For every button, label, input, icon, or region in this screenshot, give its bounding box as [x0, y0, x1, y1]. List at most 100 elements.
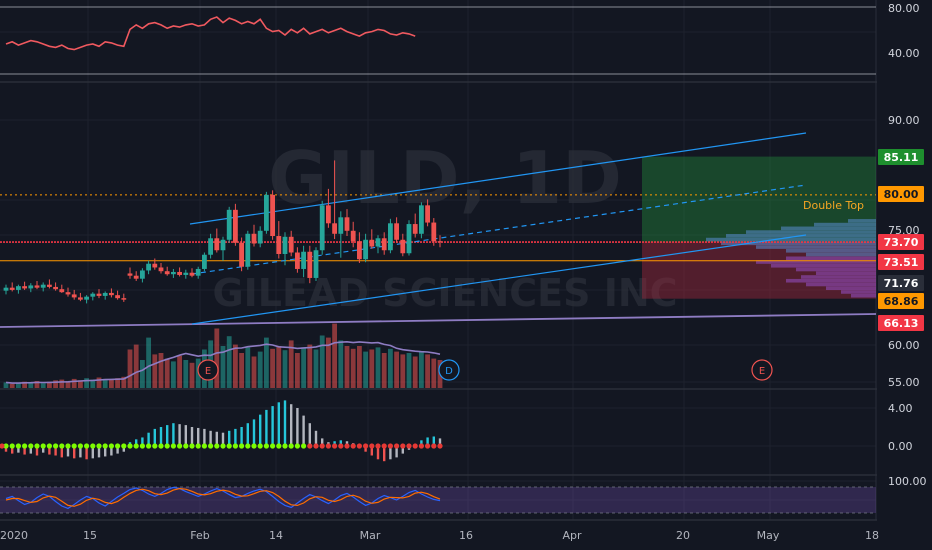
candle-body	[78, 297, 83, 299]
time-tick-label: 20	[676, 529, 690, 542]
time-axis: 2020 15 Feb 14 Mar 16 Apr 20 May 18	[0, 521, 932, 550]
candle-body	[171, 272, 176, 274]
profile-bar	[826, 286, 876, 290]
candle-body	[134, 276, 139, 279]
candle-body	[388, 223, 393, 250]
volume-bar	[146, 338, 151, 388]
squeeze-dot	[344, 443, 349, 448]
candle-body	[376, 238, 381, 246]
axis-tick-label: 60.00	[888, 339, 920, 352]
candle-body	[22, 286, 27, 288]
squeeze-dot	[400, 443, 405, 448]
squeeze-bar	[172, 423, 174, 446]
squeeze-dot	[388, 443, 393, 448]
candle-body	[276, 236, 281, 254]
event-label: D	[445, 366, 453, 377]
candle-body	[28, 285, 33, 288]
squeeze-bar	[197, 428, 199, 446]
candle-body	[394, 223, 399, 239]
candle-body	[140, 270, 145, 278]
profile-bar	[851, 294, 876, 298]
candle-body	[10, 288, 15, 290]
profile-bar	[801, 275, 876, 279]
squeeze-dot	[196, 443, 201, 448]
candle-body	[165, 271, 170, 274]
volume-bar	[301, 347, 306, 388]
squeeze-dot	[10, 443, 15, 448]
event-label: E	[759, 366, 765, 377]
candle-body	[196, 269, 201, 276]
squeeze-dot	[276, 443, 281, 448]
squeeze-dot	[140, 443, 145, 448]
squeeze-dot	[177, 443, 182, 448]
squeeze-dot	[357, 443, 362, 448]
squeeze-dot	[165, 443, 170, 448]
candle-body	[326, 205, 331, 223]
squeeze-dot	[65, 443, 70, 448]
profile-bar	[814, 223, 876, 227]
volume-bar	[314, 350, 319, 389]
squeeze-dot	[382, 443, 387, 448]
axis-tick-label: 0.00	[888, 440, 913, 453]
axis-tick-label: 90.00	[888, 114, 920, 127]
volume-bar	[388, 349, 393, 388]
volume-bar	[41, 383, 46, 388]
squeeze-bar	[309, 423, 311, 446]
squeeze-bar	[259, 415, 261, 446]
candle-body	[72, 294, 77, 297]
squeeze-dot	[406, 443, 411, 448]
squeeze-dot	[239, 443, 244, 448]
candle-body	[245, 234, 250, 267]
squeeze-dot	[425, 443, 430, 448]
squeeze-bar	[296, 408, 298, 446]
candle-body	[320, 205, 325, 250]
volume-bar	[400, 354, 405, 388]
squeeze-dot	[41, 443, 46, 448]
volume-bar	[376, 347, 381, 388]
squeeze-dot	[22, 443, 27, 448]
volume-bar	[382, 353, 387, 388]
profile-bar	[786, 249, 876, 253]
axis-tick-label: 40.00	[888, 47, 920, 60]
squeeze-bar	[240, 427, 242, 446]
watermark-company: GILEAD SCIENCES INC	[212, 271, 677, 315]
profile-bar	[771, 264, 876, 268]
candle-body	[413, 224, 418, 234]
squeeze-dot	[189, 443, 194, 448]
squeeze-dot	[326, 443, 331, 448]
volume-bar	[413, 357, 418, 389]
profile-bar	[806, 253, 876, 257]
volume-bar	[419, 352, 424, 388]
squeeze-dot	[419, 443, 424, 448]
profile-bar	[786, 279, 876, 283]
candle-body	[208, 238, 213, 254]
candle-body	[270, 195, 275, 236]
time-tick-label: 15	[83, 529, 97, 542]
volume-bar	[183, 360, 188, 388]
candle-body	[425, 205, 430, 222]
volume-bar	[431, 359, 436, 388]
squeeze-dot	[375, 443, 380, 448]
squeeze-dot	[351, 443, 356, 448]
squeeze-dot	[214, 443, 219, 448]
candle-body	[190, 273, 195, 276]
volume-bar	[128, 350, 133, 389]
squeeze-dot	[146, 443, 151, 448]
volume-bar	[338, 340, 343, 388]
squeeze-dot	[332, 443, 337, 448]
squeeze-dot	[109, 443, 114, 448]
squeeze-dot	[47, 443, 52, 448]
squeeze-dot	[227, 443, 232, 448]
time-tick-label: 2020	[0, 529, 28, 542]
candle-body	[16, 286, 21, 290]
volume-bar	[252, 357, 257, 389]
squeeze-dot	[171, 443, 176, 448]
squeeze-bar	[290, 404, 292, 446]
squeeze-bar	[284, 400, 286, 446]
time-tick-label: Mar	[360, 529, 381, 542]
volume-bar	[177, 356, 182, 388]
time-tick-label: 16	[459, 529, 473, 542]
candle-body	[183, 273, 188, 275]
profile-bar	[786, 256, 876, 260]
